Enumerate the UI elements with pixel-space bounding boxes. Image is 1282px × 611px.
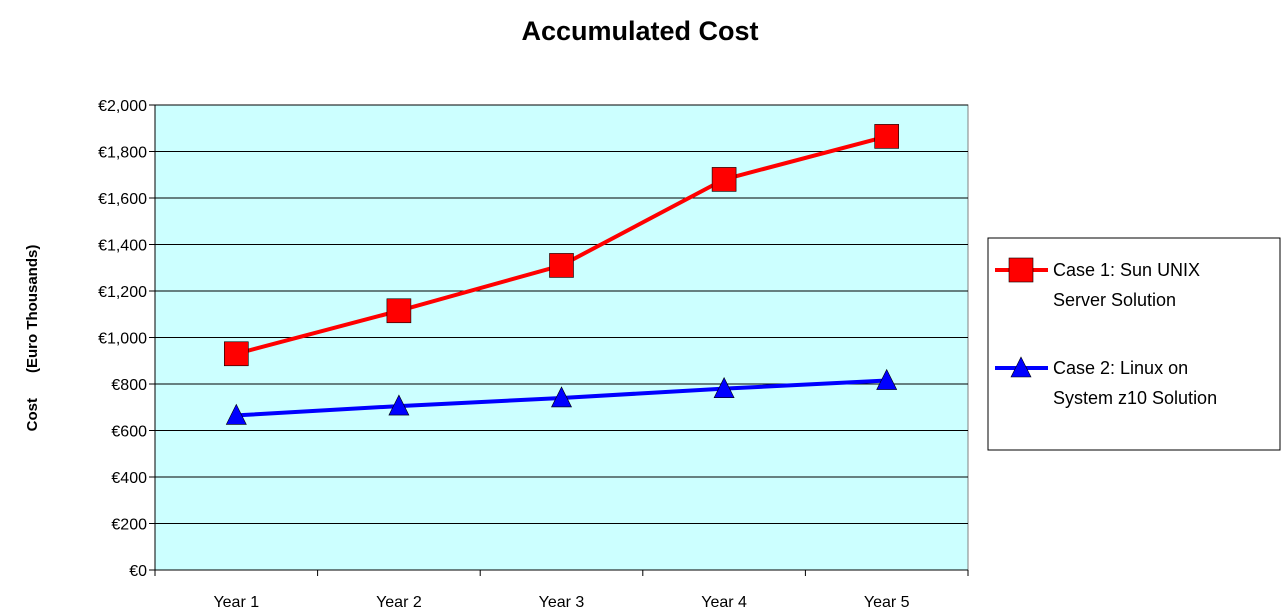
series-layer — [224, 124, 900, 425]
y-axis-label: Cost (Euro Thousands) — [24, 245, 41, 432]
y-tick-label: €600 — [111, 424, 147, 441]
y-tick-label: €200 — [111, 517, 147, 534]
data-point — [549, 253, 574, 278]
data-point — [388, 394, 410, 416]
gridlines — [155, 104, 968, 524]
series-1 — [224, 124, 900, 367]
y-axis-ticks: €0 €200 €400 €600 €800 €1,000 €1,200 €1,400 €1,6… — [98, 98, 155, 580]
y-tick-label: €0 — [129, 563, 147, 580]
data-point — [386, 298, 412, 324]
data-point — [225, 403, 247, 425]
chart-title: Accumulated Cost — [521, 16, 758, 46]
x-tick-label: Year 5 — [864, 594, 910, 611]
y-tick-label: €400 — [111, 470, 147, 487]
y-tick-label: €1,800 — [98, 145, 147, 162]
data-point — [713, 376, 735, 398]
data-point — [876, 368, 898, 390]
x-tick-label: Year 2 — [376, 594, 422, 611]
legend: Case 1: Sun UNIX Server Solution Case 2: L… — [987, 237, 1281, 451]
x-tick-label: Year 3 — [539, 594, 585, 611]
data-point — [711, 167, 737, 192]
data-point — [874, 124, 900, 149]
legend-swatch-marker — [1008, 257, 1034, 283]
legend-label: System z10 Solution — [1053, 388, 1217, 408]
legend-entry-1: Case 1: Sun UNIX Server Solution — [995, 257, 1200, 310]
legend-entry-2: Case 2: Linux on System z10 Solution — [995, 356, 1217, 408]
x-axis-ticks: Year 1 Year 2 Year 3 Year 4 Year 5 — [154, 570, 969, 611]
legend-label: Case 1: Sun UNIX — [1053, 260, 1200, 280]
y-tick-label: €1,200 — [98, 284, 147, 301]
series-2 — [225, 368, 898, 425]
x-tick-label: Year 4 — [701, 594, 747, 611]
legend-label: Case 2: Linux on — [1053, 358, 1188, 378]
data-point — [224, 341, 249, 367]
y-tick-label: €2,000 — [98, 98, 147, 115]
x-tick-label: Year 1 — [213, 594, 259, 611]
legend-box — [987, 237, 1281, 451]
data-point — [551, 386, 572, 408]
legend-label: Server Solution — [1053, 290, 1176, 310]
y-tick-label: €1,600 — [98, 191, 147, 208]
y-tick-label: €1,000 — [98, 331, 147, 348]
y-tick-label: €1,400 — [98, 238, 147, 255]
y-tick-label: €800 — [111, 377, 147, 394]
legend-swatch-marker — [1010, 356, 1032, 378]
